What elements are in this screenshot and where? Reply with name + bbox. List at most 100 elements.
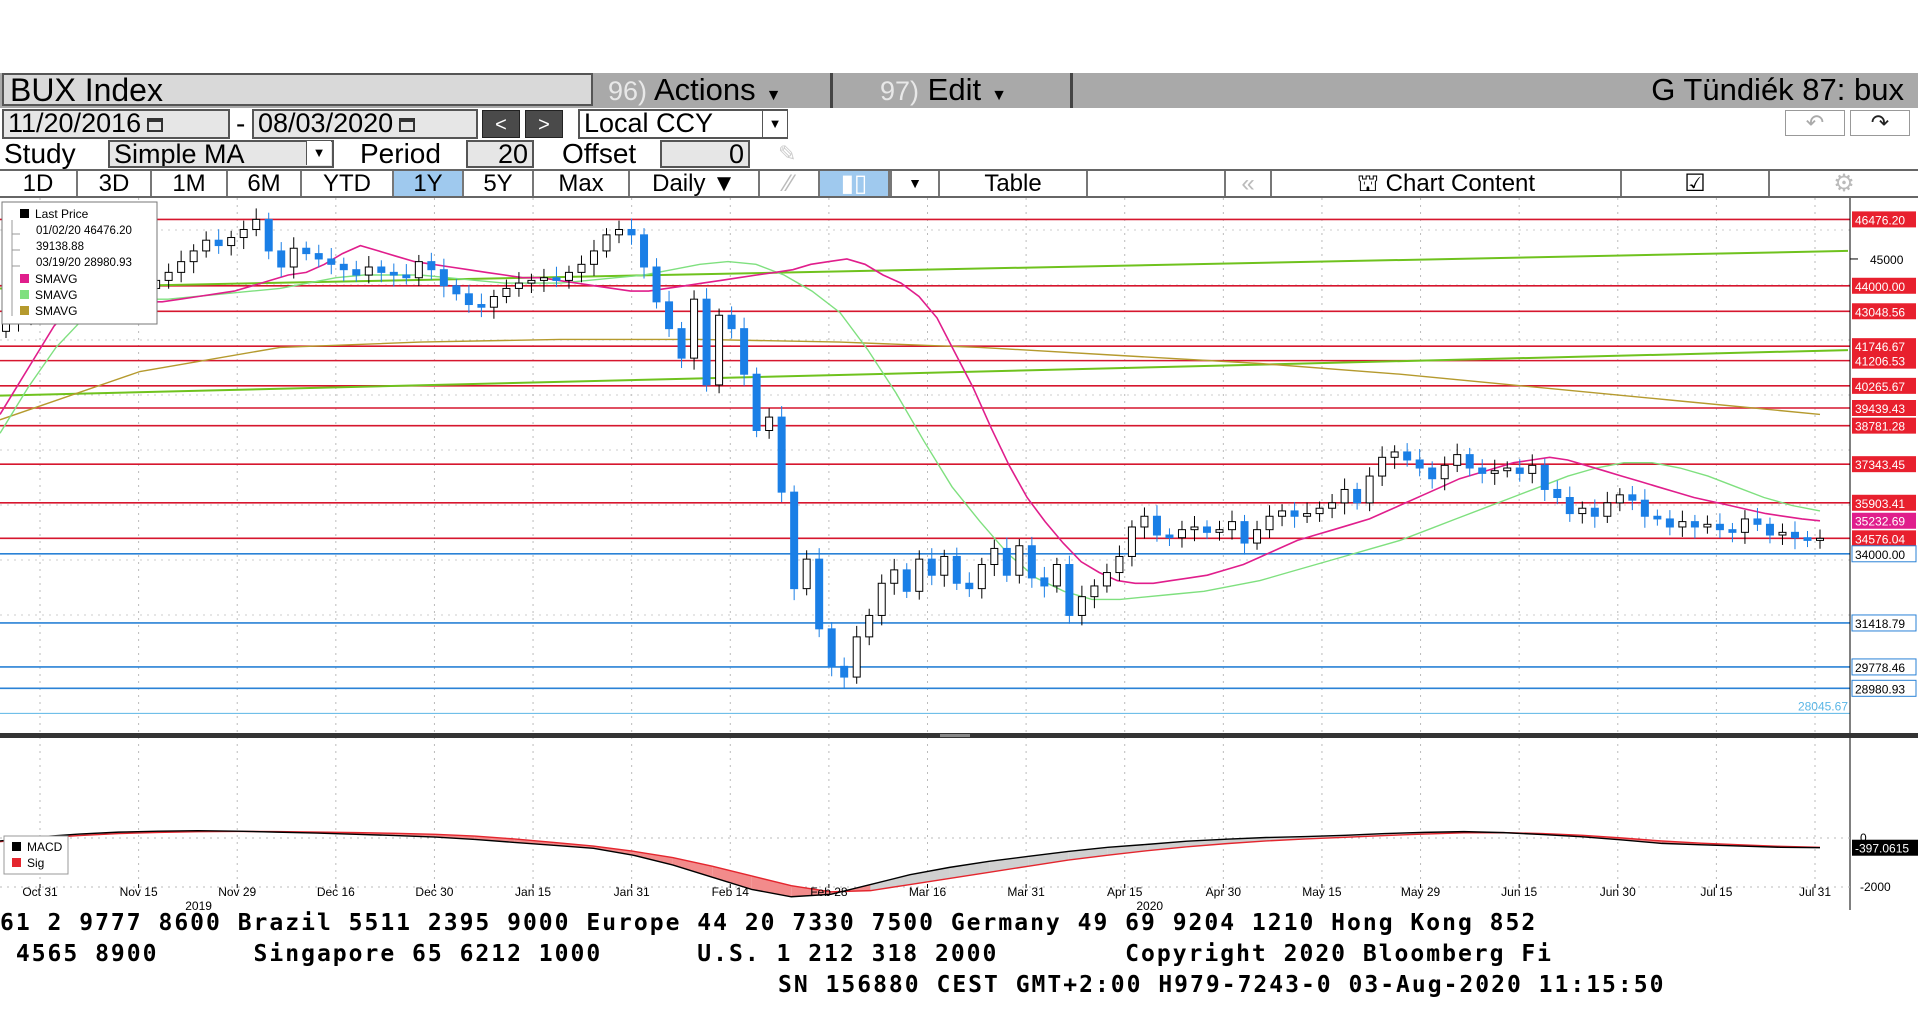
candle-body <box>1340 488 1349 504</box>
candle-body <box>852 636 861 678</box>
candle-body <box>177 261 186 273</box>
caret-down-icon: ▼ <box>908 175 922 191</box>
candle-body <box>1740 518 1749 533</box>
tab-1m[interactable]: 1M <box>152 171 228 196</box>
level-label: 28045.67 <box>1798 699 1848 713</box>
candle-body <box>414 261 423 279</box>
candle-body <box>1690 521 1699 528</box>
chart-type-dropdown[interactable]: ▼ <box>890 171 940 196</box>
candle-body <box>577 263 586 273</box>
next-button[interactable]: > <box>525 110 563 138</box>
calendar-icon[interactable] <box>147 117 164 132</box>
line-chart-icon[interactable]: ⁄⁄ <box>760 171 820 196</box>
blank-tab <box>1088 171 1226 196</box>
prev-button[interactable]: < <box>482 110 520 138</box>
redo-icon[interactable]: ↷ <box>1850 110 1910 136</box>
actions-menu[interactable]: 96) Actions ▼ <box>608 73 781 108</box>
frequency-select[interactable]: Daily ▼ <box>630 171 760 196</box>
study-label: Study <box>4 138 76 169</box>
candle-body <box>677 328 686 359</box>
start-date-field[interactable]: 11/20/2016 <box>2 109 230 139</box>
candle-body <box>1553 488 1562 499</box>
tab-1y[interactable]: 1Y <box>394 171 464 196</box>
level-label: 31418.79 <box>1855 617 1905 631</box>
ma-lightgreen-line <box>0 260 1821 601</box>
calendar-icon[interactable] <box>399 117 416 132</box>
currency-select[interactable]: Local CCY <box>578 109 788 139</box>
candle-body <box>802 558 811 590</box>
candle-body <box>977 564 986 590</box>
collapse-icon[interactable]: « <box>1226 171 1272 196</box>
level-label-bg <box>1852 352 1916 369</box>
candle-body <box>1503 467 1512 472</box>
x-tick-label: Jun 15 <box>1501 885 1537 899</box>
level-label: 40265.67 <box>1855 380 1905 394</box>
tab-ytd[interactable]: YTD <box>302 171 394 196</box>
chart-content-button[interactable]: ⛫ Chart Content <box>1272 171 1622 196</box>
level-label: 43048.56 <box>1855 305 1905 319</box>
tab-3d[interactable]: 3D <box>78 171 152 196</box>
level-label-bg <box>1852 338 1916 355</box>
end-date-value: 08/03/2020 <box>258 109 394 138</box>
legend-high: 01/02/20 46476.20 <box>36 225 132 237</box>
x-tick-label: Apr 15 <box>1107 885 1143 899</box>
x-tick-label: Jul 31 <box>1799 885 1831 899</box>
candle-body <box>452 285 461 295</box>
panel-resize-handle <box>940 734 970 737</box>
legend-box: Last Price 01/02/20 46476.20 39138.88 03… <box>1 201 158 325</box>
candle-body <box>1765 523 1774 536</box>
level-label-bg <box>1851 545 1917 563</box>
chevron-down-icon[interactable]: ▼ <box>306 141 331 165</box>
candle-body <box>1428 467 1437 480</box>
candle-body <box>1240 521 1249 544</box>
tab-6m[interactable]: 6M <box>228 171 302 196</box>
x-tick-label: Oct 31 <box>22 885 58 899</box>
candle-body <box>1478 467 1487 474</box>
candle-body <box>1002 547 1011 576</box>
chevron-down-icon: ▼ <box>765 87 782 104</box>
candle-body <box>990 547 999 566</box>
user-label: G Tündiék 87: bux <box>1651 72 1904 107</box>
tab-max[interactable]: Max <box>534 171 630 196</box>
candle-body <box>702 298 711 386</box>
candle-body <box>815 558 824 630</box>
candle-body <box>727 314 736 330</box>
level-label-bg <box>1852 303 1916 320</box>
chevron-down-icon[interactable]: ▼ <box>762 111 787 137</box>
candle-body <box>277 250 286 268</box>
settings-gear-icon[interactable]: ⚙ <box>1833 170 1855 197</box>
candle-body <box>1390 451 1399 458</box>
period-field[interactable]: 20 <box>466 140 534 168</box>
undo-icon[interactable]: ↶ <box>1785 110 1845 136</box>
level-label: 34576.04 <box>1855 532 1905 546</box>
study-select[interactable]: Simple MA <box>108 140 334 168</box>
candle-body <box>439 269 448 287</box>
x-tick-label: Nov 29 <box>218 885 256 899</box>
study-value: Simple MA <box>114 140 245 168</box>
x-tick-label: Jul 15 <box>1700 885 1732 899</box>
macd-fill <box>791 885 831 897</box>
end-date-field[interactable]: 08/03/2020 <box>252 109 478 139</box>
candle-body <box>940 555 949 576</box>
offset-field[interactable]: 0 <box>660 140 750 168</box>
security-field[interactable]: BUX Index <box>2 73 593 106</box>
candle-body <box>1265 515 1274 531</box>
candle-body <box>252 218 261 230</box>
candle-body <box>164 271 173 281</box>
candle-body <box>1152 515 1161 536</box>
edit-menu[interactable]: 97) Edit ▼ <box>880 73 1007 108</box>
candle-body <box>1490 470 1499 474</box>
currency-value: Local CCY <box>584 109 714 138</box>
x-tick-label: Mar 31 <box>1007 885 1045 899</box>
candle-body <box>1665 518 1674 528</box>
tab-1d[interactable]: 1D <box>0 171 78 196</box>
candlestick-icon[interactable]: ▮▯ <box>820 171 890 196</box>
edit-chart-icon[interactable]: ☑ <box>1622 171 1770 196</box>
table-button[interactable]: Table <box>940 171 1088 196</box>
price-chart[interactable]: 46476.20 44000.00 43048.56 41746.6741206.53… <box>0 198 1918 910</box>
candle-body <box>1753 518 1762 525</box>
pen-icon[interactable]: ✎ <box>778 141 797 166</box>
candle-body <box>589 250 598 265</box>
tab-5y[interactable]: 5Y <box>464 171 534 196</box>
macd-tick-label: -2000 <box>1860 880 1891 894</box>
